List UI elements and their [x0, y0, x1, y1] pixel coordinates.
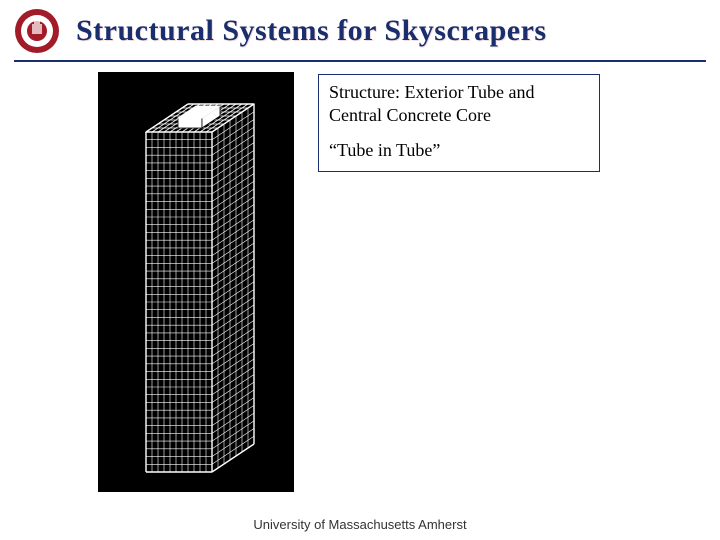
page-title: Structural Systems for Skyscrapers [76, 14, 547, 48]
structure-nickname: “Tube in Tube” [329, 140, 589, 161]
university-seal-icon [14, 8, 60, 54]
footer-text: University of Massachusetts Amherst [0, 517, 720, 532]
side-face-grid [212, 104, 254, 472]
header: Structural Systems for Skyscrapers [0, 0, 720, 54]
structure-description: Structure: Exterior Tube and Central Con… [329, 81, 589, 126]
front-face-grid [146, 132, 212, 472]
description-box: Structure: Exterior Tube and Central Con… [318, 74, 600, 172]
content-area: Structure: Exterior Tube and Central Con… [0, 62, 720, 502]
tower-diagram [98, 72, 294, 492]
